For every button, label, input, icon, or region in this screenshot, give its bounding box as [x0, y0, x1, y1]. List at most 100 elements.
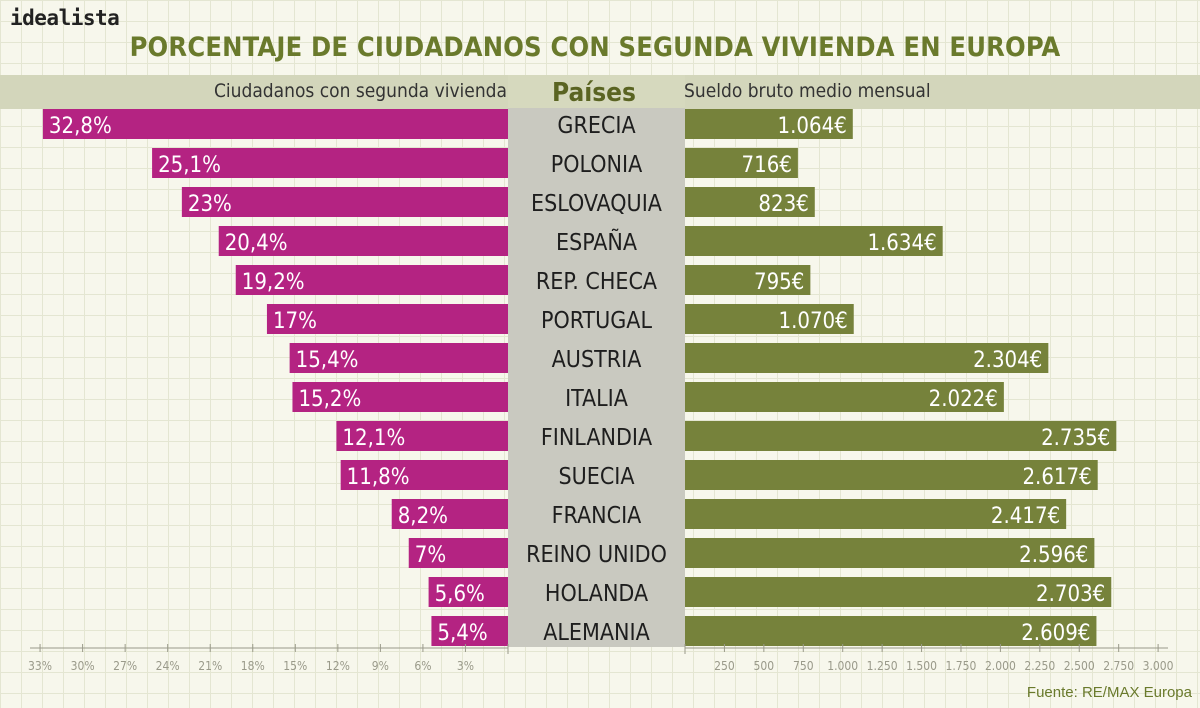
- left-bar: [289, 343, 508, 373]
- country-label: ALEMANIA: [543, 620, 649, 646]
- left-axis-tick-label: 3%: [457, 659, 474, 673]
- right-bar-label: 2.304€: [973, 348, 1042, 373]
- left-bar: [336, 421, 508, 451]
- left-bar-label: 19,2%: [242, 270, 305, 295]
- country-band: [508, 225, 685, 264]
- right-axis-tick-label: 250: [714, 659, 735, 673]
- right-bar-label: 795€: [754, 270, 804, 295]
- country-label: ESPAÑA: [556, 228, 637, 256]
- country-label: HOLANDA: [545, 581, 648, 607]
- country-label: ESLOVAQUIA: [531, 191, 662, 217]
- country-band: [508, 342, 685, 381]
- right-bar: [685, 499, 1067, 529]
- country-band: [508, 576, 685, 615]
- country-band: [508, 498, 685, 537]
- right-axis-tick-label: 2.750: [1103, 659, 1134, 673]
- right-bar: [685, 382, 1004, 412]
- right-bar: [685, 460, 1098, 490]
- left-bar-label: 5,6%: [435, 582, 485, 607]
- country-band: [508, 186, 685, 225]
- left-bar: [266, 304, 508, 334]
- right-bar-label: 2.417€: [991, 504, 1060, 529]
- country-band: [508, 537, 685, 576]
- country-label: POLONIA: [551, 152, 642, 178]
- country-label: FINLANDIA: [541, 425, 652, 451]
- left-bar-label: 17%: [273, 309, 317, 334]
- country-label: REP. CHECA: [536, 269, 657, 295]
- right-axis-tick-label: 2.250: [1024, 659, 1055, 673]
- left-axis-tick-label: 30%: [71, 659, 95, 673]
- left-bar: [152, 148, 508, 178]
- right-bar: [685, 265, 811, 295]
- left-bar: [218, 226, 508, 256]
- chart-rows: 32,8% GRECIA 1.064€ 25,1% POLONIA 716€ 23% ESLO…: [42, 108, 1117, 647]
- country-band: [508, 264, 685, 303]
- right-bar: [685, 343, 1049, 373]
- right-bar-label: 1.634€: [867, 231, 936, 256]
- left-bar-label: 25,1%: [158, 153, 221, 178]
- left-axis-tick-label: 27%: [113, 659, 137, 673]
- right-axis-tick-label: 2.000: [985, 659, 1016, 673]
- left-axis-tick-label: 12%: [326, 659, 350, 673]
- chart-title: PORCENTAJE DE CIUDADANOS CON SEGUNDA VIV…: [129, 32, 1061, 63]
- left-bar-label: 12,1%: [342, 426, 405, 451]
- left-bar: [408, 538, 508, 568]
- country-band: [508, 420, 685, 459]
- left-bar: [340, 460, 508, 490]
- left-axis-tick-label: 24%: [156, 659, 180, 673]
- right-axis-tick-label: 1.750: [946, 659, 977, 673]
- right-bar: [685, 187, 815, 217]
- left-bar: [235, 265, 508, 295]
- chart-axes: 33% 30% 27% 24% 21% 18% 15% 12% 9% 6% 3% 250 500 750 1…: [28, 644, 1174, 673]
- brand-logo: idealista: [10, 6, 120, 30]
- right-axis-tick-label: 2.500: [1064, 659, 1095, 673]
- left-bar: [42, 109, 509, 139]
- right-bar: [685, 109, 853, 139]
- right-bar-label: 823€: [758, 192, 808, 217]
- right-bar-label: 1.064€: [778, 114, 847, 139]
- right-bar-label: 1.070€: [779, 309, 848, 334]
- left-bar: [181, 187, 509, 217]
- header-band-center: [508, 75, 685, 109]
- left-axis-tick-label: 21%: [198, 659, 222, 673]
- right-axis-tick-label: 1.000: [827, 659, 858, 673]
- right-axis-tick-label: 1.250: [867, 659, 898, 673]
- right-bar: [685, 538, 1095, 568]
- left-bar-label: 11,8%: [347, 465, 410, 490]
- right-bar: [685, 616, 1097, 646]
- right-bar-label: 2.022€: [929, 387, 998, 412]
- right-bar: [685, 304, 854, 334]
- left-bar-label: 7%: [415, 543, 446, 568]
- left-bar: [391, 499, 508, 529]
- country-band: [508, 381, 685, 420]
- left-bar-label: 20,4%: [225, 231, 288, 256]
- country-label: GRECIA: [557, 113, 635, 139]
- left-axis-tick-label: 9%: [372, 659, 389, 673]
- countries-header: Países: [552, 78, 636, 108]
- right-bar-label: 2.596€: [1019, 543, 1088, 568]
- country-band: [508, 108, 685, 147]
- right-bar: [685, 148, 798, 178]
- right-bar-label: 2.617€: [1022, 465, 1091, 490]
- left-bar: [292, 382, 508, 412]
- left-axis-tick-label: 18%: [241, 659, 265, 673]
- country-label: ITALIA: [565, 386, 628, 412]
- right-bar-label: 2.609€: [1021, 621, 1090, 646]
- left-bar-label: 23%: [188, 192, 232, 217]
- left-bar-label: 5,4%: [437, 621, 487, 646]
- country-band: [508, 303, 685, 342]
- left-bar-label: 15,4%: [296, 348, 359, 373]
- right-bar: [685, 226, 943, 256]
- right-bar-label: 716€: [742, 153, 792, 178]
- right-axis-tick-label: 3.000: [1143, 659, 1174, 673]
- right-series-header: Sueldo bruto medio mensual: [684, 80, 931, 102]
- country-band: [508, 459, 685, 498]
- source-note: Fuente: RE/MAX Europa: [1026, 684, 1192, 701]
- header-band-group: [0, 75, 1200, 109]
- right-axis-tick-label: 500: [754, 659, 775, 673]
- right-bar: [685, 577, 1112, 607]
- left-bar-label: 32,8%: [49, 114, 112, 139]
- country-band: [508, 147, 685, 186]
- right-axis-tick-label: 750: [793, 659, 814, 673]
